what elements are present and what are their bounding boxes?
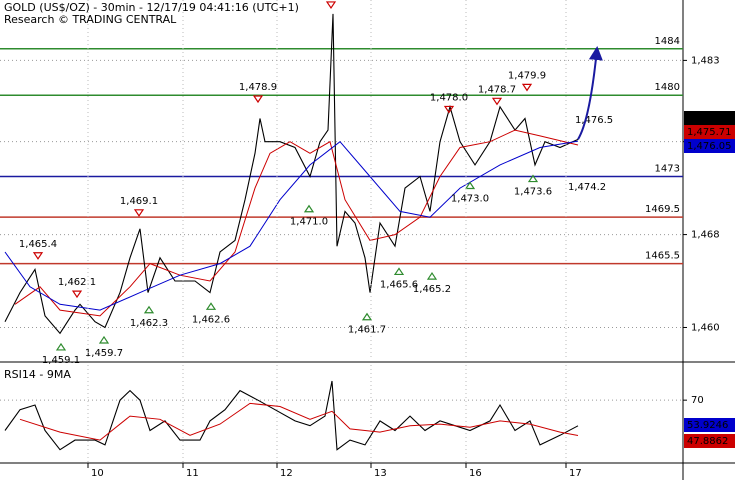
note-label: 1,474.2 xyxy=(568,182,606,193)
low-marker xyxy=(527,174,539,183)
marker-label: 1,459.1 xyxy=(42,355,80,366)
marker-label: 1,459.7 xyxy=(85,348,123,359)
high-marker xyxy=(443,105,455,114)
projection-arrow xyxy=(577,45,603,140)
marker-label: 1,479.9 xyxy=(508,70,546,81)
series-line xyxy=(19,402,579,441)
series-line xyxy=(4,13,579,335)
marker-label: 1,465.2 xyxy=(413,284,451,295)
last-value-label: 1,476.05 xyxy=(687,141,732,152)
high-marker xyxy=(32,252,44,260)
x-tick-label: 17 xyxy=(569,468,582,479)
level-label: 1480 xyxy=(655,82,680,93)
low-marker xyxy=(426,272,438,280)
last-value-label: 53.9246 xyxy=(687,420,728,431)
note-label: 1,476.5 xyxy=(575,115,613,126)
x-tick-label: 10 xyxy=(91,468,104,479)
low-marker xyxy=(361,312,373,321)
y-tick-label: 1,460 xyxy=(691,322,720,333)
marker-label: 1,471.0 xyxy=(290,217,328,228)
low-marker xyxy=(303,204,315,213)
series-line xyxy=(4,140,579,311)
last-value-label: 47.8862 xyxy=(687,436,728,447)
series-line xyxy=(4,380,579,451)
high-marker xyxy=(521,83,533,92)
last-value-label: 1,475.71 xyxy=(687,127,732,138)
marker-label: 1,462.6 xyxy=(192,314,230,325)
series-line xyxy=(14,129,579,317)
high-marker xyxy=(252,95,264,104)
marker-label: 1,478.9 xyxy=(239,82,277,93)
high-marker xyxy=(491,97,503,106)
last-value-box xyxy=(684,434,735,448)
x-tick-label: 12 xyxy=(280,468,293,479)
low-marker xyxy=(205,302,217,310)
last-value-box xyxy=(684,125,735,139)
high-marker xyxy=(133,209,145,217)
high-marker xyxy=(71,290,83,299)
x-tick-label: 11 xyxy=(186,468,199,479)
rsi-title: RSI14 - 9MA xyxy=(4,368,71,381)
last-value-box xyxy=(684,111,735,125)
marker-label: 1,473.0 xyxy=(451,194,489,205)
level-label: 1469.5 xyxy=(645,204,680,215)
low-marker xyxy=(393,267,405,276)
low-marker xyxy=(98,335,110,344)
last-value-label: 1,476.2 xyxy=(687,113,725,124)
marker-label: 1,462.3 xyxy=(130,318,168,329)
level-label: 1473 xyxy=(655,164,680,175)
marker-label: 1,462.1 xyxy=(58,277,96,288)
marker-label: 1,473.6 xyxy=(514,187,552,198)
last-value-box xyxy=(684,418,735,432)
chart-title: GOLD (US$/OZ) - 30min - 12/17/19 04:41:1… xyxy=(4,1,299,14)
low-marker xyxy=(464,181,476,190)
y-tick-label: 70 xyxy=(691,395,704,406)
y-tick-label: 1,468 xyxy=(691,230,720,241)
high-marker xyxy=(325,1,337,10)
low-marker xyxy=(143,305,155,314)
low-marker xyxy=(55,342,67,351)
marker-label: 1,465.6 xyxy=(380,279,418,290)
marker-label: 1,461.7 xyxy=(348,325,386,336)
level-label: 1465.5 xyxy=(645,251,680,262)
x-tick-label: 13 xyxy=(374,468,387,479)
marker-label: 1,465.4 xyxy=(19,239,57,250)
y-tick-label: 1,483 xyxy=(691,55,720,66)
last-value-box xyxy=(684,139,735,153)
marker-label: 1,478.7 xyxy=(478,84,516,95)
chart-subtitle: Research © TRADING CENTRAL xyxy=(4,13,177,26)
marker-label: 1,469.1 xyxy=(120,196,158,207)
marker-label: 1,478.0 xyxy=(430,92,468,103)
level-label: 1484 xyxy=(655,36,680,47)
x-tick-label: 16 xyxy=(469,468,482,479)
